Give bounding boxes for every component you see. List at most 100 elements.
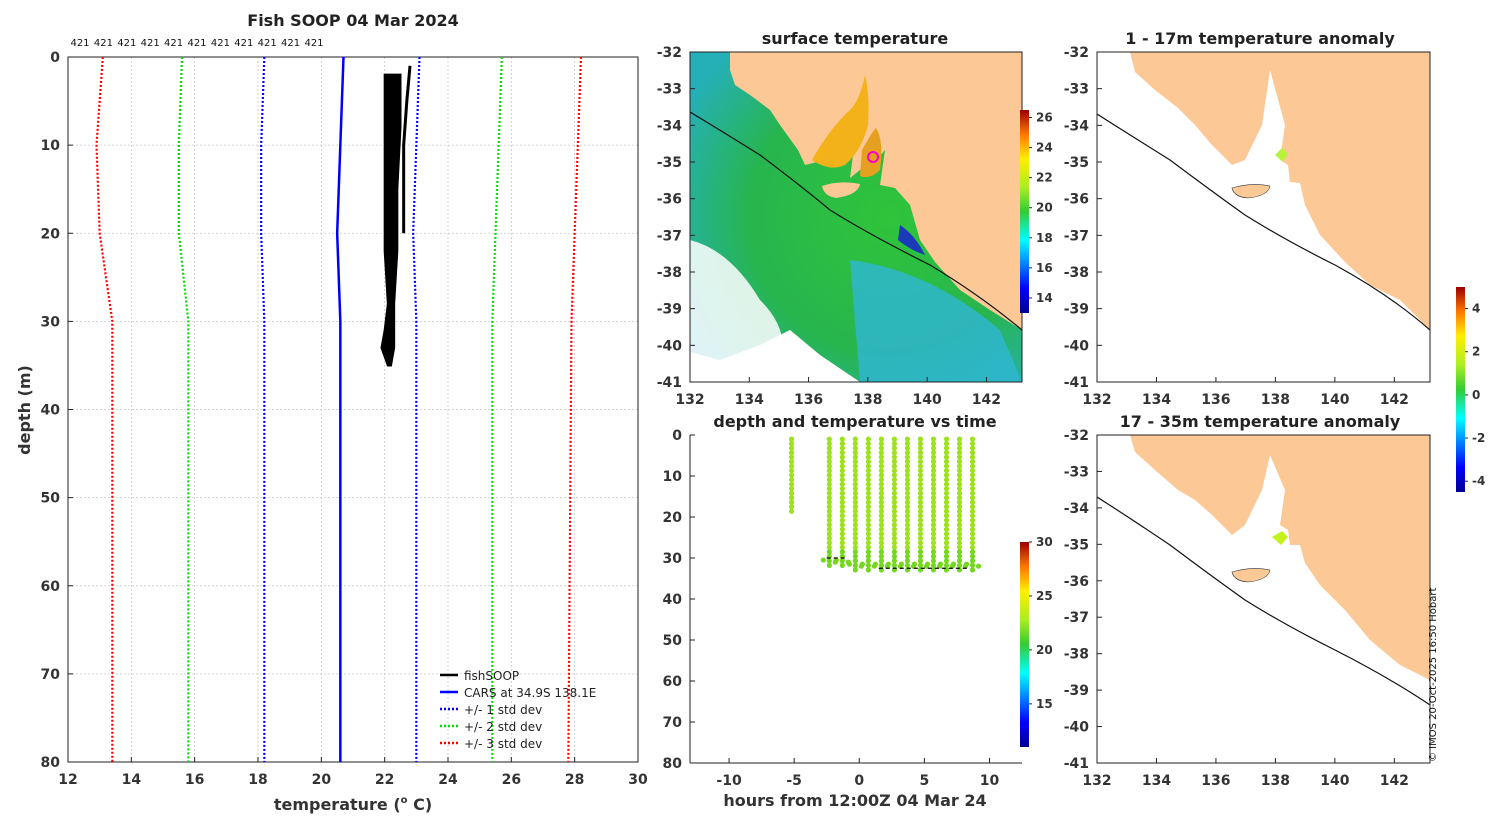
depthtime-point <box>891 508 898 514</box>
depthtime-point <box>852 549 858 555</box>
depthtime-point <box>826 477 832 483</box>
sst-colorbar-tick-label: 26 <box>1036 111 1053 125</box>
depthtime-point <box>956 504 963 510</box>
depthtime-point <box>852 531 858 537</box>
depthtime-point <box>943 436 950 442</box>
profile-ytick-label: 0 <box>50 50 60 66</box>
anom1-xtick-label: 132 <box>1082 392 1111 408</box>
depthtime-point <box>930 558 937 564</box>
anom1-anomaly-patch <box>1275 148 1288 162</box>
depthtime-point <box>878 450 884 456</box>
depthtime-point <box>969 558 976 564</box>
depthtime-point <box>852 508 858 514</box>
depthtime-point <box>904 495 911 501</box>
depthtime-point <box>839 454 845 460</box>
depthtime-ytick-label: 10 <box>663 469 683 485</box>
depthtime-point <box>826 468 832 474</box>
anom2-ytick-label: -32 <box>1064 428 1089 444</box>
depthtime-point <box>930 450 937 456</box>
depthtime-point <box>788 481 795 487</box>
depthtime-point <box>852 558 858 564</box>
sst-map <box>690 52 1022 382</box>
depthtime-point <box>788 463 795 469</box>
depthtime-point <box>839 486 845 492</box>
depthtime-point <box>865 522 871 528</box>
depthtime-point <box>826 499 832 505</box>
sst-spencer-gulf <box>812 75 869 168</box>
depthtime-point <box>904 526 911 532</box>
depthtime-point <box>826 436 832 442</box>
depthtime-point <box>852 553 858 559</box>
depthtime-point <box>878 441 884 447</box>
depthtime-ytick-label: 70 <box>663 715 683 731</box>
depthtime-point <box>885 561 892 567</box>
depthtime-point <box>930 495 937 501</box>
depthtime-point <box>891 517 898 523</box>
depthtime-point <box>891 535 898 541</box>
depthtime-point <box>956 517 963 523</box>
depthtime-point <box>826 441 832 447</box>
depthtime-point <box>839 517 845 523</box>
depthtime-point <box>956 490 963 496</box>
depthtime-point <box>943 544 950 550</box>
depthtime-point <box>917 477 924 483</box>
anom2-ytick-label: -41 <box>1064 756 1089 772</box>
depthtime-point <box>904 459 911 465</box>
depthtime-point <box>839 459 845 465</box>
depthtime-point <box>878 526 884 532</box>
sst-colorbar-tick-label: 18 <box>1036 231 1053 245</box>
depthtime-point <box>956 454 963 460</box>
depthtime-point <box>891 459 898 465</box>
depthtime-point <box>917 468 924 474</box>
depthtime-point <box>826 481 832 487</box>
sst-colorbar-tick-label: 14 <box>1036 291 1053 305</box>
anom2-ytick-label: -39 <box>1064 683 1089 699</box>
depthtime-point <box>930 513 937 519</box>
depthtime-point <box>891 486 898 492</box>
depthtime-point <box>891 522 898 528</box>
anom2-ytick-label: -37 <box>1064 610 1089 626</box>
depthtime-point <box>943 553 950 559</box>
depthtime-point <box>904 540 911 546</box>
depthtime-point <box>839 468 845 474</box>
anom1-xtick-label: 142 <box>1380 392 1409 408</box>
depthtime-point <box>839 450 845 456</box>
anom2-panel: 17 - 35m temperature anomaly 132 134 136 13… <box>1064 412 1431 789</box>
depthtime-point <box>917 517 924 523</box>
depthtime-point <box>917 513 924 519</box>
depthtime-point <box>839 463 845 469</box>
depthtime-point <box>891 544 898 550</box>
depthtime-point <box>852 499 858 505</box>
sst-xtick-label: 140 <box>913 392 942 408</box>
profile-series--1-std <box>260 56 266 762</box>
depthtime-point <box>969 562 976 568</box>
depthtime-point <box>943 459 950 465</box>
sst-ytick-label: -37 <box>657 228 682 244</box>
depthtime-point <box>917 454 924 460</box>
depthtime-point <box>930 454 937 460</box>
depthtime-point <box>969 436 976 442</box>
anom1-ytick-label: -41 <box>1064 375 1089 391</box>
depthtime-point <box>904 477 911 483</box>
depthtime-point <box>891 495 898 501</box>
depthtime-point <box>865 454 871 460</box>
depthtime-ytick-label: 20 <box>663 510 683 526</box>
profile-grid <box>67 56 639 763</box>
depthtime-point <box>788 486 795 492</box>
depthtime-point <box>891 490 898 496</box>
depthtime-point <box>865 477 871 483</box>
anom-colorbar-tick-label: 2 <box>1472 345 1480 359</box>
sst-ticks: 132 134 136 138 140 142 -32 -33 -34 -35 -36 -37 -38 -… <box>657 45 1001 408</box>
depthtime-point <box>930 477 937 483</box>
depthtime-point <box>917 486 924 492</box>
depthtime-colorbar-ticks: 15 20 25 30 <box>1029 535 1053 711</box>
depthtime-point <box>943 562 950 568</box>
anom-colorbar-ticks: 4 2 0 -2 -4 <box>1465 302 1485 488</box>
depthtime-point <box>878 436 884 442</box>
profile-series--1-std <box>412 56 421 762</box>
profile-ytick-label: 10 <box>41 138 61 154</box>
depthtime-colorbar-tick-label: 15 <box>1036 697 1053 711</box>
depthtime-point <box>865 463 871 469</box>
depthtime-point <box>891 504 898 510</box>
profile-lines <box>95 56 583 763</box>
